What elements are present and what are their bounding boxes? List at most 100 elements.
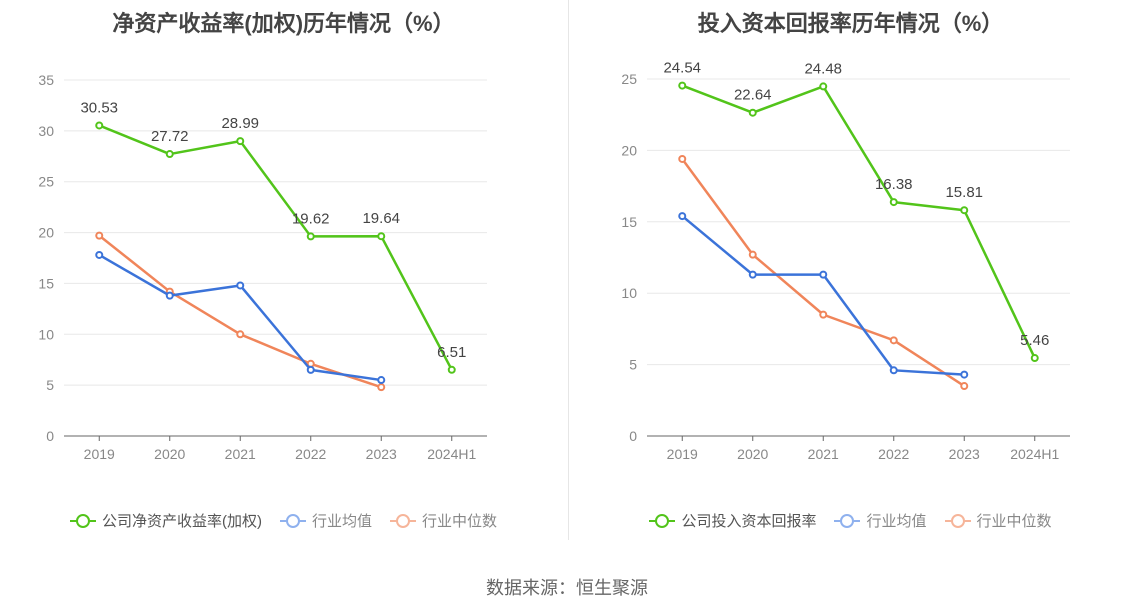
legend-item-industry-median[interactable]: 行业中位数 [944, 510, 1052, 531]
y-tick-label: 20 [38, 225, 54, 241]
x-tick-label: 2020 [737, 446, 768, 462]
legend-label: 行业中位数 [422, 513, 498, 530]
data-label: 22.64 [734, 87, 772, 104]
y-tick-label: 10 [38, 326, 54, 342]
data-label: 28.99 [221, 115, 259, 132]
data-label: 19.62 [292, 210, 330, 227]
data-point-0 [165, 150, 174, 159]
roic-chart-panel: 投入资本回报率历年情况（%） 0 5 10 15 20 25 2019 2020 2021 202… [567, 0, 1134, 560]
data-label: 19.64 [362, 210, 400, 227]
legend-marker-icon [279, 513, 306, 528]
x-tick-label: 2022 [295, 446, 326, 462]
chart-title: 净资产收益率(加权)历年情况（%） [112, 11, 455, 36]
data-point-1 [678, 212, 687, 221]
data-point-1 [819, 270, 828, 279]
series-line-1 [98, 253, 382, 382]
data-point-1 [889, 366, 898, 375]
data-point-2 [95, 231, 104, 240]
data-point-2 [960, 382, 969, 391]
data-point-2 [678, 154, 687, 163]
y-tick-label: 5 [46, 377, 54, 393]
data-label: 30.53 [80, 99, 118, 116]
x-tick-label: 2021 [808, 446, 839, 462]
x-tick-label: 2022 [878, 446, 909, 462]
legend-marker-icon [834, 513, 861, 528]
data-point-0 [1030, 354, 1039, 363]
x-tick-label: 2020 [154, 446, 185, 462]
data-point-1 [960, 370, 969, 379]
data-point-1 [236, 281, 245, 290]
legend-item-company-roe[interactable]: 公司净资产收益率(加权) [69, 510, 262, 531]
legend-item-company-roic[interactable]: 公司投入资本回报率 [649, 510, 816, 531]
legend-label: 公司投入资本回报率 [681, 513, 817, 530]
data-point-2 [748, 250, 757, 259]
series-line-0 [98, 124, 453, 371]
roic-line-chart: 0 5 10 15 20 25 2019 2020 2021 2022 2023 2024H1 24.5… [621, 60, 1070, 462]
y-tick-label: 10 [621, 285, 637, 301]
data-point-1 [306, 365, 315, 374]
x-tick-label: 2019 [667, 446, 698, 462]
legend-marker-icon [69, 513, 96, 528]
data-label: 24.48 [804, 60, 842, 77]
data-label: 27.72 [151, 128, 189, 145]
legend-marker-icon [390, 513, 416, 528]
data-source-note: 数据来源：恒生聚源 [486, 578, 648, 598]
y-tick-label: 25 [621, 71, 637, 87]
roe-chart-panel: 净资产收益率(加权)历年情况（%） 0 5 10 15 20 25 30 35 2019 2020… [0, 0, 567, 560]
data-point-0 [447, 365, 456, 374]
legend-marker-icon [944, 513, 971, 528]
legend-label: 公司净资产收益率(加权) [101, 513, 262, 530]
y-tick-label: 20 [621, 142, 637, 158]
legend-item-industry-mean[interactable]: 行业均值 [279, 510, 372, 531]
data-point-2 [377, 383, 386, 392]
legend-item-industry-mean[interactable]: 行业均值 [834, 510, 927, 531]
panel-divider [568, 0, 569, 540]
data-point-0 [678, 81, 687, 90]
y-tick-label: 5 [629, 357, 637, 373]
chart-title: 投入资本回报率历年情况（%） [697, 11, 1004, 36]
x-tick-label: 2023 [366, 446, 397, 462]
data-point-2 [819, 310, 828, 319]
legend-item-industry-median[interactable]: 行业中位数 [390, 510, 497, 531]
data-point-0 [748, 108, 757, 117]
data-point-0 [236, 137, 245, 146]
series-line-1 [681, 215, 965, 376]
x-tick-label: 2024H1 [1010, 446, 1059, 462]
legend-label: 行业均值 [311, 513, 372, 530]
y-tick-label: 35 [38, 72, 54, 88]
data-label: 24.54 [663, 60, 701, 77]
legend-marker-icon [649, 513, 676, 528]
roe-line-chart: 0 5 10 15 20 25 30 35 2019 2020 2021 2022 2023 2024H1… [38, 72, 487, 462]
legend-label: 行业均值 [866, 513, 927, 530]
y-tick-label: 15 [621, 214, 637, 230]
data-point-0 [819, 82, 828, 91]
data-label: 6.51 [437, 344, 466, 361]
data-point-0 [95, 121, 104, 130]
data-point-0 [889, 198, 898, 207]
chart-legend: 公司净资产收益率(加权) 行业均值 行业中位数 [0, 510, 567, 531]
y-tick-label: 25 [38, 174, 54, 190]
y-tick-label: 0 [46, 428, 54, 444]
data-point-2 [236, 330, 245, 339]
x-tick-label: 2021 [225, 446, 256, 462]
chart-legend: 公司投入资本回报率 行业均值 行业中位数 [567, 510, 1134, 531]
data-label: 5.46 [1020, 332, 1049, 349]
data-point-1 [377, 376, 386, 385]
y-tick-label: 0 [629, 428, 637, 444]
y-tick-label: 30 [38, 123, 54, 139]
x-tick-label: 2023 [949, 446, 980, 462]
data-point-1 [165, 291, 174, 300]
data-label: 16.38 [875, 176, 913, 193]
legend-label: 行业中位数 [976, 513, 1052, 530]
data-point-1 [95, 250, 104, 259]
data-point-1 [748, 270, 757, 279]
x-tick-label: 2019 [84, 446, 115, 462]
data-point-2 [889, 336, 898, 345]
y-tick-label: 15 [38, 275, 54, 291]
series-line-0 [681, 84, 1036, 359]
data-point-0 [377, 232, 386, 241]
x-tick-label: 2024H1 [427, 446, 476, 462]
series-line-2 [98, 234, 382, 389]
data-point-0 [306, 232, 315, 241]
data-label: 15.81 [945, 184, 983, 201]
